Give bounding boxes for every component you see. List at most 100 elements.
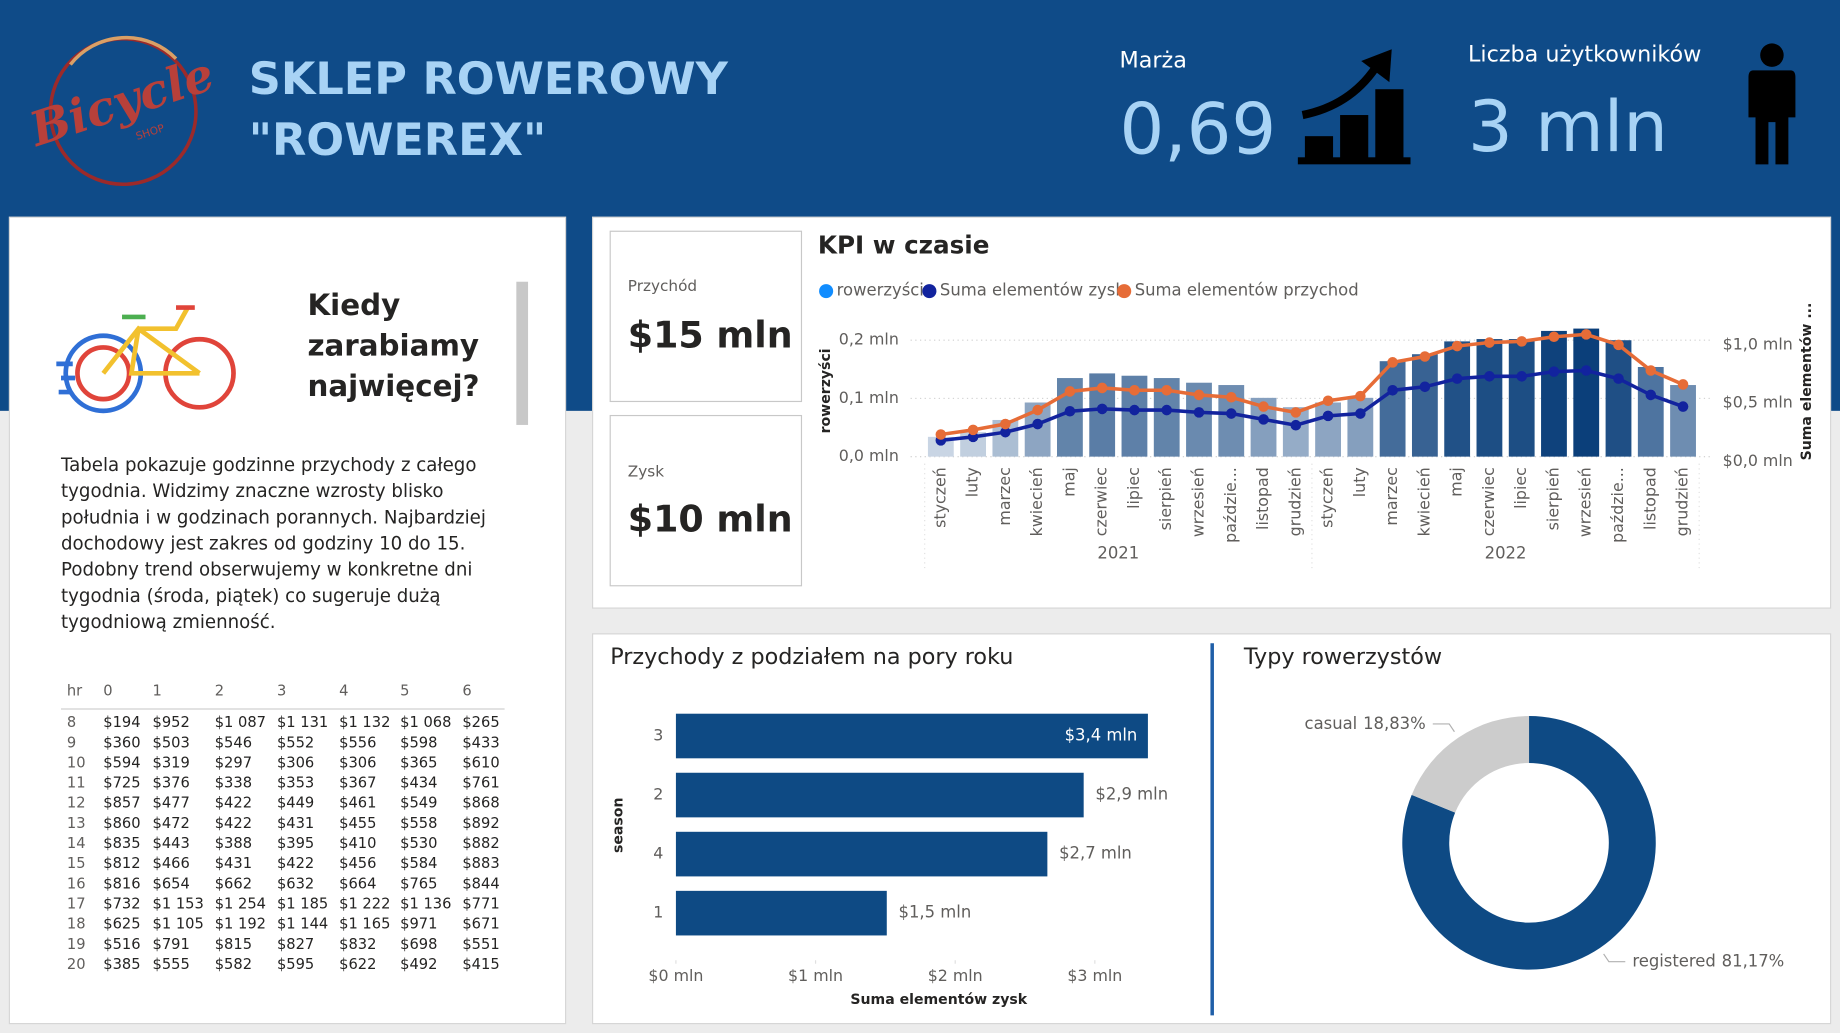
- chart-title: Przychody z podziałem na pory roku: [610, 644, 1013, 670]
- table-cell: $516: [103, 936, 140, 953]
- table-cell: $433: [462, 734, 499, 751]
- table-cell: $1 254: [215, 895, 266, 912]
- line-point: [1548, 366, 1560, 377]
- bar: [1379, 361, 1406, 457]
- table-cell: $883: [462, 855, 499, 872]
- table-cell: 9: [67, 734, 76, 751]
- x-tick-label: listopad: [1640, 467, 1659, 530]
- y-axis-label: rowerzyści: [818, 348, 834, 433]
- card-label: Przychód: [628, 277, 697, 295]
- table-cell: $598: [400, 734, 437, 751]
- table-cell: $410: [339, 835, 376, 852]
- legend-marker: [819, 284, 834, 299]
- table-cell: $1 192: [215, 916, 266, 933]
- bar: [1444, 341, 1471, 457]
- table-cell: $725: [103, 775, 140, 792]
- x-tick-label: kwiecień: [1027, 467, 1046, 536]
- category-label: casual: [1305, 713, 1358, 732]
- bar: [675, 713, 1148, 759]
- card: [609, 414, 803, 587]
- x-tick-label: styczeń: [1318, 467, 1337, 528]
- table-cell: $319: [153, 754, 190, 771]
- table-cell: $594: [103, 754, 140, 771]
- line-point: [1355, 408, 1366, 419]
- table-cell: $662: [215, 875, 252, 892]
- table-cell: $385: [103, 956, 140, 973]
- table-cell: $306: [339, 754, 376, 771]
- table-cell: $555: [153, 956, 190, 973]
- table-cell: $860: [103, 815, 140, 832]
- line-point: [1225, 408, 1237, 419]
- y-tick-label: 2: [653, 785, 663, 804]
- x-tick-label: $3 mln: [1067, 966, 1122, 985]
- person-icon: [1748, 43, 1796, 165]
- line-point: [1129, 384, 1140, 396]
- bar: [1605, 340, 1632, 457]
- line-point: [1290, 419, 1302, 431]
- table-cell: $265: [462, 714, 499, 731]
- table-cell: $1 185: [277, 895, 328, 912]
- x-tick-label: marzec: [995, 467, 1014, 525]
- line-point: [1322, 410, 1334, 422]
- table-cell: $422: [215, 815, 252, 832]
- line: [940, 368, 1684, 443]
- legend-marker: [922, 284, 937, 299]
- table-cell: $584: [400, 855, 437, 872]
- table-cell: $388: [215, 835, 252, 852]
- table-cell: $472: [153, 815, 190, 832]
- table-cell: 10: [67, 754, 86, 771]
- x-group-label: 2021: [1097, 544, 1139, 563]
- line-point: [1613, 339, 1624, 351]
- x-tick-label: luty: [963, 467, 982, 497]
- table-header: 1: [153, 682, 162, 699]
- table-cell: $492: [400, 956, 437, 973]
- table-cell: $857: [103, 795, 140, 812]
- info-text: tygodnia. Widzimy znaczne wzrosty blisko: [61, 481, 444, 502]
- table-cell: $434: [400, 775, 437, 792]
- bar: [675, 772, 1084, 818]
- info-text: tygodniową zmienność.: [61, 612, 276, 633]
- line-point: [1387, 357, 1398, 368]
- line-point: [1225, 391, 1237, 403]
- donut-slice: [1402, 716, 1656, 970]
- table-header: 6: [462, 682, 471, 699]
- bar: [1541, 330, 1567, 457]
- table-cell: 11: [67, 775, 86, 792]
- table-cell: $503: [153, 734, 190, 751]
- value-label: $1,5 mln: [899, 903, 972, 922]
- table-cell: $882: [462, 835, 499, 852]
- table-cell: $791: [153, 936, 190, 953]
- table-cell: $466: [153, 855, 190, 872]
- header-title: "ROWEREX": [249, 114, 546, 166]
- table-cell: $595: [277, 956, 314, 973]
- line-point: [1000, 418, 1011, 430]
- x-tick-label: sierpień: [1543, 467, 1562, 530]
- x-tick-label: maj: [1447, 467, 1466, 497]
- scrollbar: [516, 281, 529, 425]
- line-point: [935, 429, 947, 440]
- table-cell: $443: [153, 835, 190, 852]
- table-cell: $422: [215, 795, 252, 812]
- x-tick-label: $1 mln: [788, 966, 843, 985]
- table-cell: $835: [103, 835, 140, 852]
- table-cell: $610: [462, 754, 499, 771]
- table-cell: $422: [277, 855, 314, 872]
- line-point: [967, 424, 979, 436]
- line-point: [1193, 389, 1205, 401]
- bar: [1670, 385, 1696, 457]
- table-cell: 19: [67, 936, 86, 953]
- x-tick-label: grudzień: [1673, 467, 1692, 536]
- bar: [1508, 339, 1535, 457]
- x-tick-label: listopad: [1253, 467, 1272, 530]
- chart-title: KPI w czasie: [818, 231, 990, 260]
- table-header: 2: [215, 682, 224, 699]
- x-tick-label: lipiec: [1511, 467, 1530, 509]
- table-cell: $360: [103, 734, 140, 751]
- table-cell: $761: [462, 775, 499, 792]
- legend-label: Suma elementów przychod: [1135, 281, 1359, 300]
- x-tick-label: wrzesień: [1576, 467, 1595, 537]
- line-point: [1516, 336, 1527, 347]
- bar: [675, 831, 1048, 877]
- line-point: [1000, 426, 1011, 438]
